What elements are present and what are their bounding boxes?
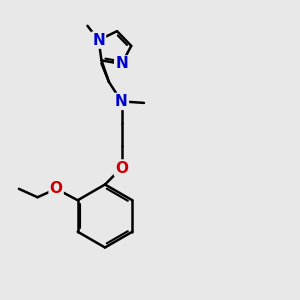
- Text: N: N: [92, 33, 105, 48]
- Text: N: N: [115, 94, 128, 109]
- Text: N: N: [115, 56, 128, 71]
- Text: O: O: [115, 160, 128, 175]
- Text: O: O: [50, 181, 63, 196]
